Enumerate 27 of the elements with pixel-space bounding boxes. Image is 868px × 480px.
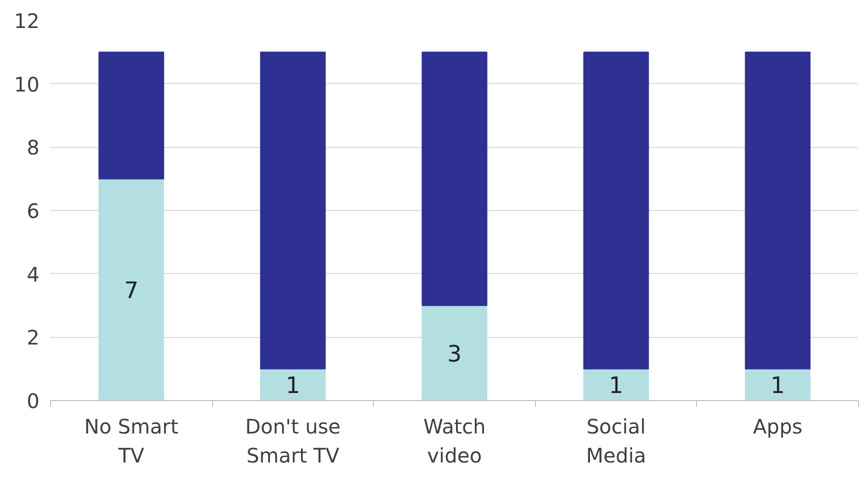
x-tick-label: Watch video: [423, 414, 486, 468]
bar: [98, 52, 164, 180]
bar: [422, 305, 488, 400]
data-label: 7: [124, 278, 139, 304]
y-tick-label: 8: [26, 136, 40, 160]
y-tick-label: 2: [26, 326, 40, 350]
bar: [98, 178, 164, 400]
y-tick-label: 6: [26, 199, 40, 223]
bar: [583, 368, 649, 400]
bar: [744, 52, 811, 370]
bar: [260, 368, 326, 400]
x-tick-label: No Smart TV: [84, 414, 178, 468]
x-tick-label: Don't use Smart TV: [245, 414, 341, 468]
y-tick-label: 12: [14, 9, 40, 33]
x-tick-label: Apps: [752, 414, 802, 438]
x-tick-label: Social Media: [586, 414, 646, 468]
bar: [744, 368, 811, 400]
bar: [422, 52, 488, 306]
y-tick-label: 0: [26, 389, 40, 413]
bar: [583, 52, 649, 370]
data-label: 1: [608, 373, 624, 400]
data-label: 3: [447, 342, 462, 368]
bar: [260, 52, 326, 370]
data-label: 1: [286, 373, 300, 400]
y-tick-label: 10: [14, 72, 40, 96]
data-label: 1: [770, 373, 785, 400]
y-tick-label: 4: [26, 262, 40, 286]
